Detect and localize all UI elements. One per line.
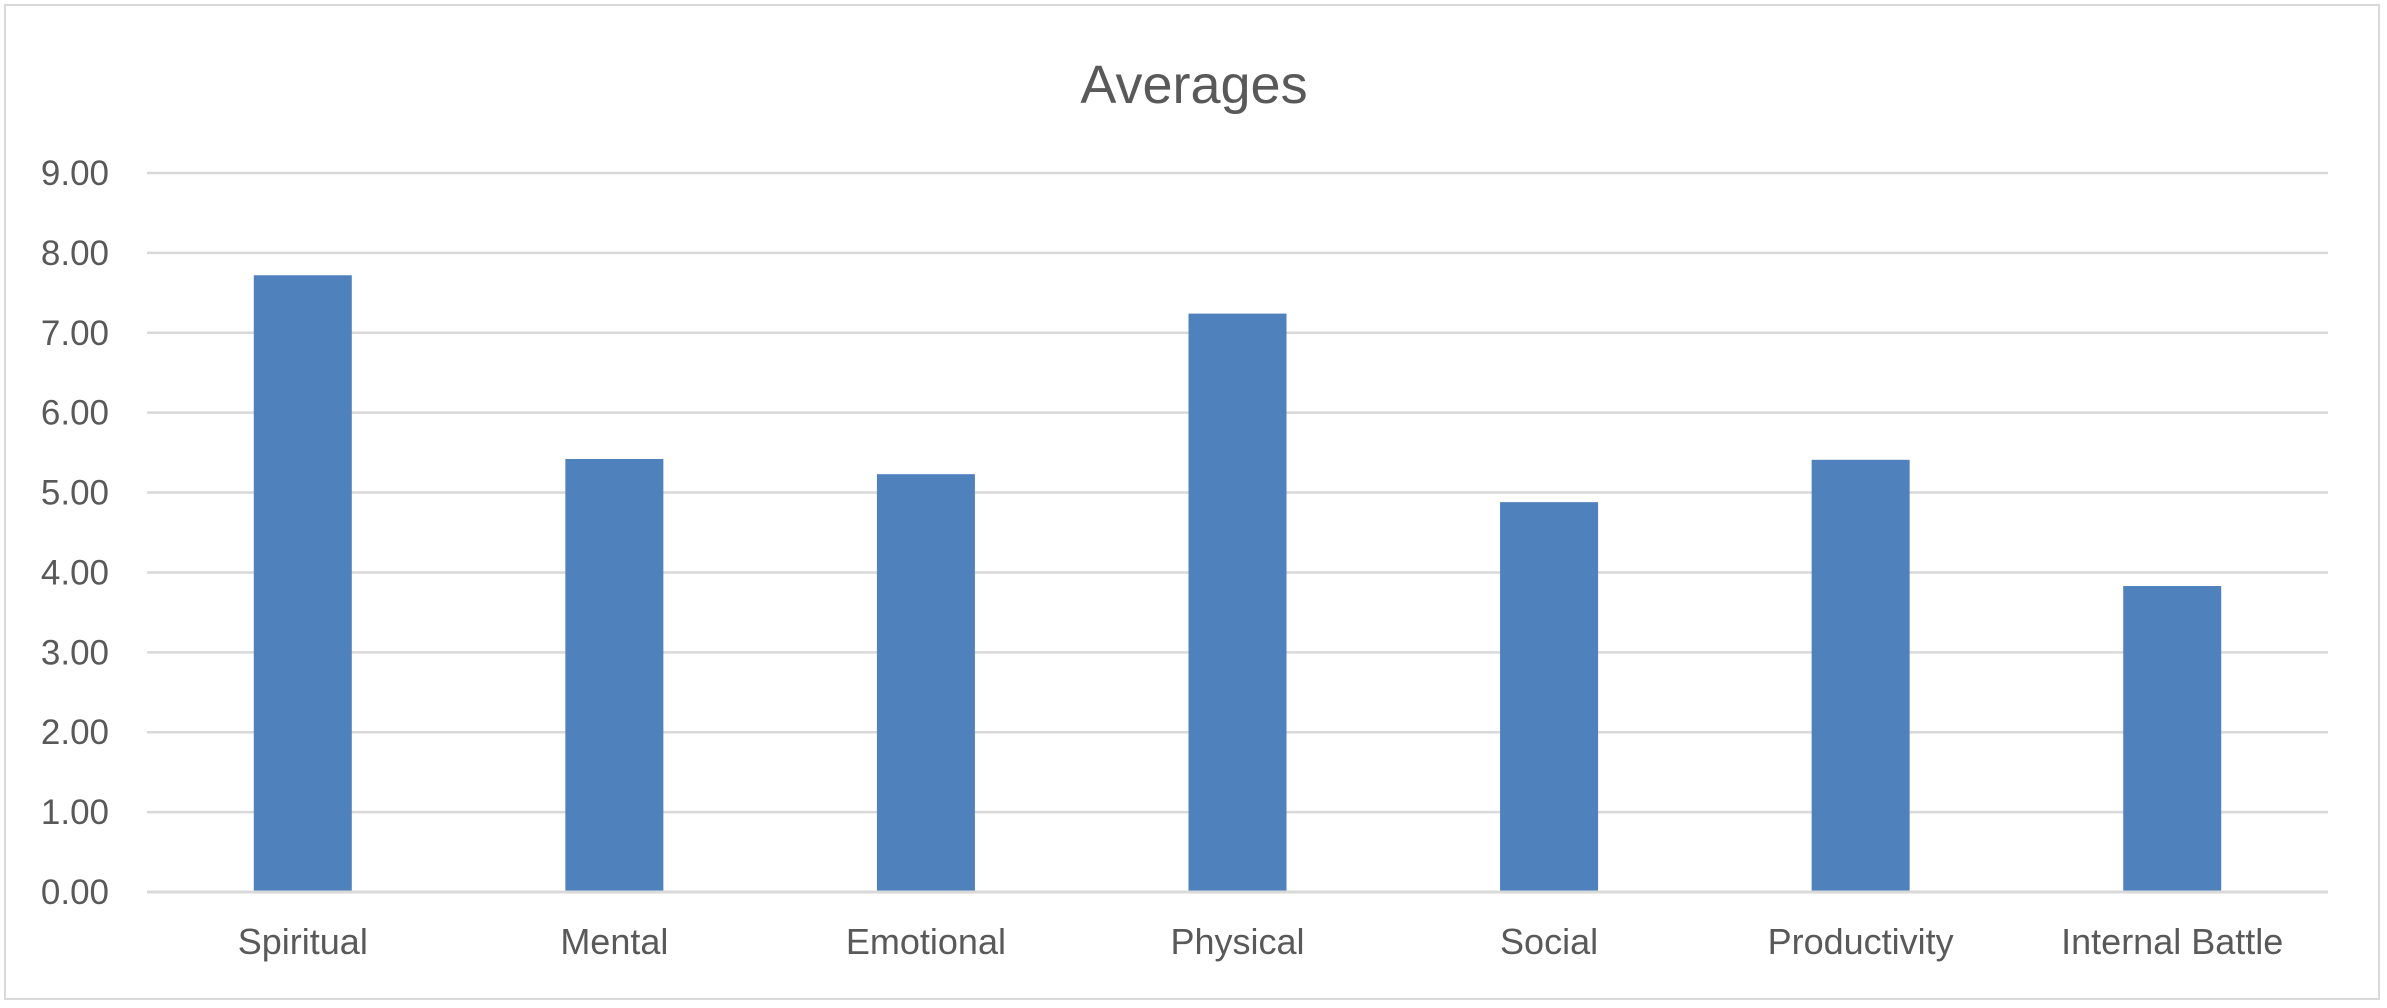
x-axis-category-labels: Spiritual Mental Emotional Physical Social Pr… bbox=[238, 921, 2284, 962]
y-tick-label: 5.00 bbox=[41, 474, 109, 513]
bar-emotional bbox=[876, 474, 975, 892]
bar-social bbox=[1500, 502, 1599, 892]
y-tick-label: 8.00 bbox=[41, 234, 109, 273]
y-tick-label: 9.00 bbox=[41, 154, 109, 193]
bar-chart: Averages 0.00 1.00 2.00 3.00 4.00 5.00 6.00 7.0… bbox=[41, 55, 2328, 962]
x-category-label: Productivity bbox=[1768, 921, 1954, 962]
bars bbox=[253, 275, 2222, 892]
bar-physical bbox=[1188, 313, 1287, 892]
y-tick-label: 1.00 bbox=[41, 793, 109, 832]
x-category-label: Social bbox=[1500, 921, 1598, 962]
chart-title: Averages bbox=[1080, 55, 1307, 115]
bar-spiritual bbox=[253, 275, 352, 892]
chart-frame: Averages 0.00 1.00 2.00 3.00 4.00 5.00 6.00 7.0… bbox=[4, 4, 2380, 1000]
bar-mental bbox=[565, 459, 664, 892]
y-tick-label: 6.00 bbox=[41, 394, 109, 433]
y-tick-label: 0.00 bbox=[41, 873, 109, 912]
y-axis-tick-labels: 0.00 1.00 2.00 3.00 4.00 5.00 6.00 7.00 8.00 9.00 bbox=[41, 154, 109, 912]
x-category-label: Emotional bbox=[846, 921, 1006, 962]
x-category-label: Internal Battle bbox=[2061, 921, 2283, 962]
bar-productivity bbox=[1811, 459, 1910, 892]
x-category-label: Physical bbox=[1170, 921, 1304, 962]
y-tick-label: 7.00 bbox=[41, 314, 109, 353]
bar-internal-battle bbox=[2123, 586, 2222, 892]
x-category-label: Mental bbox=[560, 921, 668, 962]
x-category-label: Spiritual bbox=[238, 921, 368, 962]
y-tick-label: 3.00 bbox=[41, 633, 109, 672]
y-tick-label: 4.00 bbox=[41, 553, 109, 592]
y-tick-label: 2.00 bbox=[41, 713, 109, 752]
